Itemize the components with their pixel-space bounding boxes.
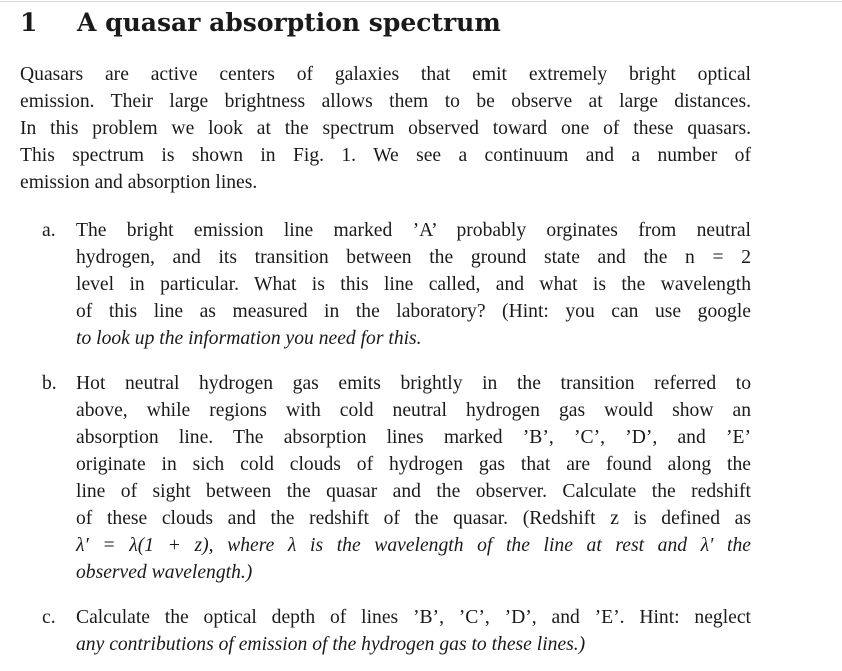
question-text: The bright emission line marked ’A’ prob… (76, 217, 751, 352)
section-number: 1 (20, 8, 38, 37)
item-marker: c. (42, 607, 56, 628)
question-line: The bright emission line marked ’A’ prob… (76, 220, 751, 241)
item-marker: a. (42, 220, 56, 241)
question-line: of these clouds and the redshift of the … (76, 508, 751, 529)
question-line: observed wavelength.) (76, 562, 253, 583)
intro-line: In this problem we look at the spectrum … (20, 118, 751, 139)
item-marker: b. (42, 373, 57, 394)
question-line: any contributions of emission of the hyd… (76, 634, 586, 655)
question-line: Hot neutral hydrogen gas emits brightly … (76, 373, 751, 394)
intro-line: Quasars are active centers of galaxies t… (20, 64, 751, 85)
section-heading: 1 A quasar absorption spectrum (20, 6, 501, 40)
question-line: line of sight between the quasar and the… (76, 481, 751, 502)
question-line: λ′ = λ(1 + z), where λ is the wavelength… (76, 535, 751, 556)
question-item-a: a. The bright emission line marked ’A’ p… (42, 217, 751, 352)
intro-line: emission and absorption lines. (20, 172, 258, 193)
question-line: of this line as measured in the laborato… (76, 301, 751, 322)
question-line: level in particular. What is this line c… (76, 274, 751, 295)
question-line: Calculate the optical depth of lines ’B’… (76, 607, 751, 628)
question-item-b: b. Hot neutral hydrogen gas emits bright… (42, 370, 751, 586)
question-line: to look up the information you need for … (76, 328, 422, 349)
top-rule (0, 1, 842, 2)
intro-line: emission. Their large brightness allows … (20, 91, 751, 112)
question-line: absorption line. The absorption lines ma… (76, 427, 751, 448)
question-line: above, while regions with cold neutral h… (76, 400, 751, 421)
intro-paragraph: Quasars are active centers of galaxies t… (20, 61, 751, 196)
intro-line: This spectrum is shown in Fig. 1. We see… (20, 145, 751, 166)
section-title: A quasar absorption spectrum (77, 8, 501, 37)
question-text: Hot neutral hydrogen gas emits brightly … (76, 370, 751, 586)
question-line: originate in sich cold clouds of hydroge… (76, 454, 751, 475)
question-line: hydrogen, and its transition between the… (76, 247, 751, 268)
question-item-c: c. Calculate the optical depth of lines … (42, 604, 751, 658)
question-text: Calculate the optical depth of lines ’B’… (76, 604, 751, 658)
